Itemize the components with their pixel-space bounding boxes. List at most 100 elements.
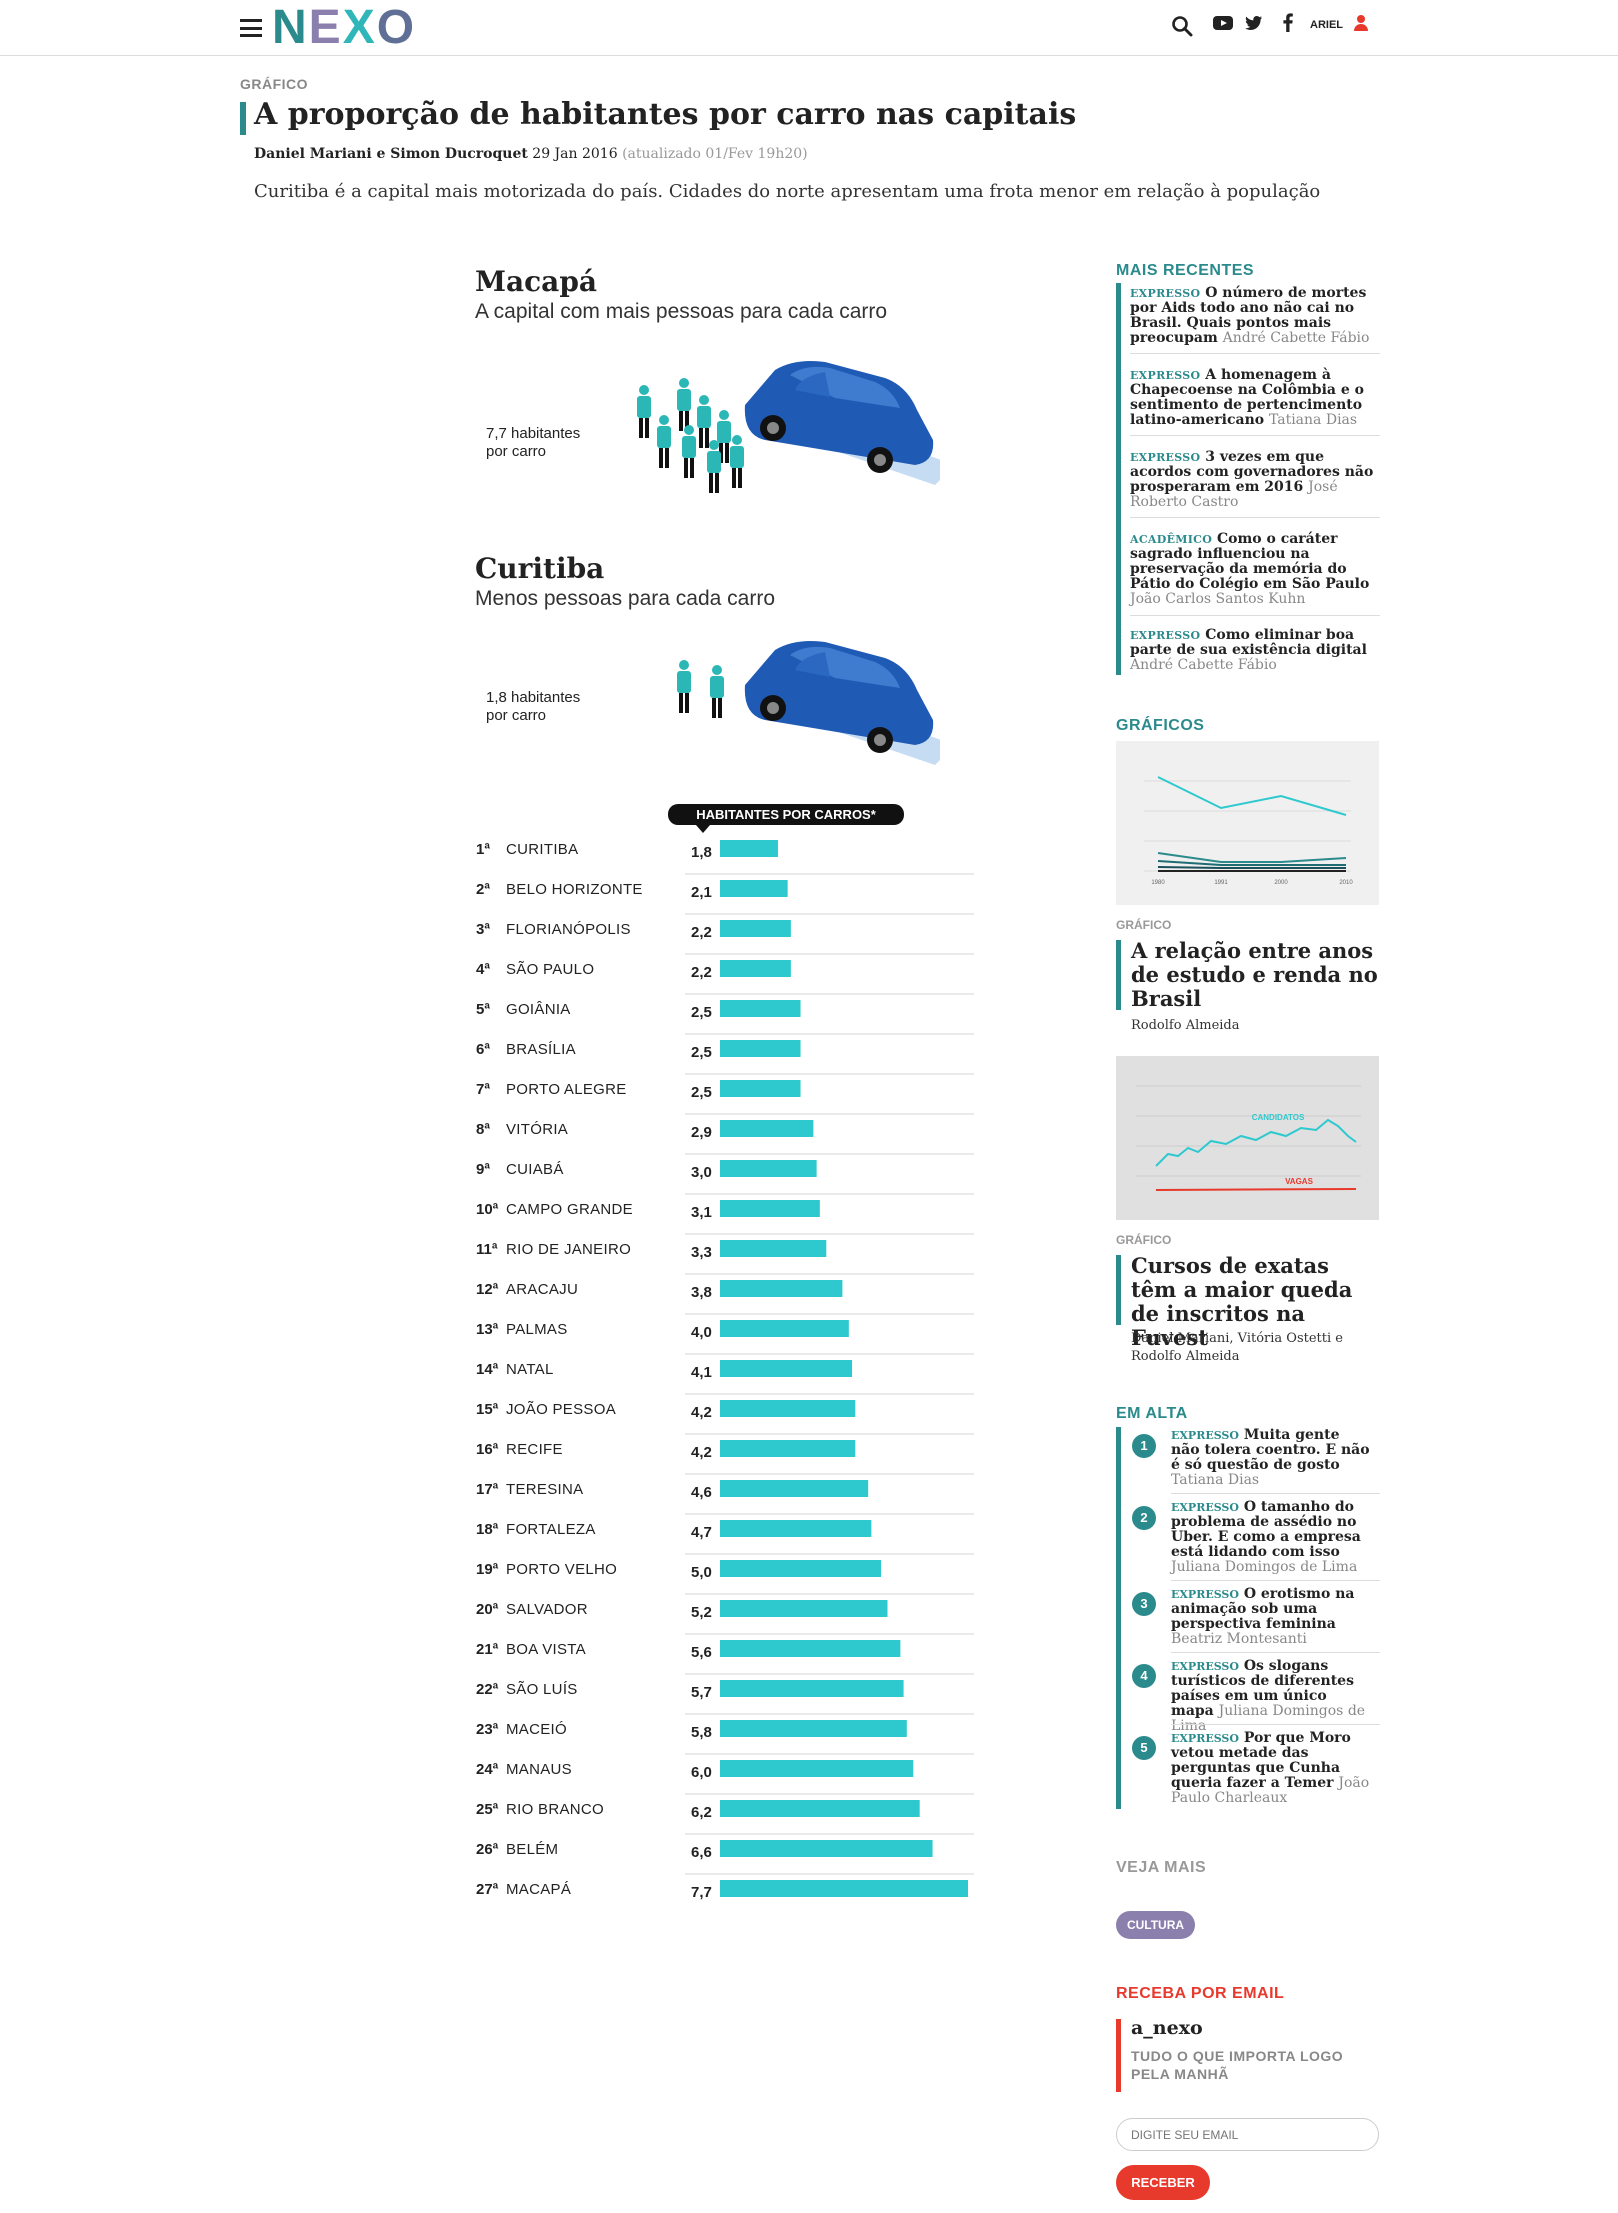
recent-item[interactable]: EXPRESSO Como eliminar boa parte de sua … [1130, 628, 1380, 673]
search-icon[interactable] [1171, 15, 1193, 37]
item-title: Muita gente não tolera coentro. E não é … [1171, 1427, 1370, 1473]
trending-item[interactable]: EXPRESSO Muita gente não tolera coentro.… [1171, 1428, 1371, 1488]
trending-number: 1 [1132, 1434, 1156, 1458]
trending-item[interactable]: EXPRESSO Os slogans turísticos de difere… [1171, 1659, 1371, 1734]
title-accent-bar [240, 102, 246, 135]
chart-bar [720, 1000, 801, 1017]
recent-item[interactable]: ACADÊMICO Como o caráter sagrado influen… [1130, 532, 1380, 607]
chart-value-label: 2,5 [691, 1004, 712, 1021]
chart-category-label: SÃO LUÍS [506, 1681, 578, 1698]
chart-category-label: NATAL [506, 1361, 554, 1378]
trending-number: 4 [1132, 1664, 1156, 1688]
chart-rank-label: 22ª [476, 1681, 499, 1698]
bar-chart: HABITANTES POR CARROS* 1ª CURITIBA 1,8 2ª BE… [476, 804, 974, 1901]
top-stat-line: por carro [486, 443, 547, 460]
item-title: Por que Moro vetou metade das perguntas … [1171, 1730, 1351, 1791]
trending-item[interactable]: EXPRESSO O erotismo na animação sob uma … [1171, 1587, 1371, 1647]
trending-accent-bar [1116, 1427, 1121, 1809]
twitter-icon[interactable] [1245, 15, 1263, 31]
divider [1130, 615, 1380, 616]
byline-authors[interactable]: Daniel Mariani e Simon Ducroquet [254, 146, 528, 162]
chart-category-label: FLORIANÓPOLIS [506, 921, 631, 938]
facebook-icon[interactable] [1283, 13, 1293, 32]
chart-category-label: FORTALEZA [506, 1521, 596, 1538]
item-title: Os slogans turísticos de diferentes país… [1171, 1658, 1354, 1719]
chart-value-label: 1,8 [691, 844, 712, 861]
chart-bar [720, 1880, 968, 1897]
bottom-city-desc: Menos pessoas para cada carro [475, 587, 775, 610]
chart-rank-label: 8ª [476, 1121, 490, 1138]
card-title[interactable]: A relação entre anos de estudo e renda n… [1131, 938, 1378, 1011]
chart-bar [720, 1840, 933, 1857]
chart-value-label: 6,0 [691, 1764, 712, 1781]
chart-value-label: 3,0 [691, 1164, 712, 1181]
chart-bar [720, 1720, 907, 1737]
subscribe-button[interactable]: RECEBER [1116, 2165, 1210, 2200]
item-tag: EXPRESSO [1171, 1660, 1239, 1673]
chart-value-label: 2,5 [691, 1044, 712, 1061]
chart-bar [720, 1800, 920, 1817]
trending-number: 2 [1132, 1506, 1156, 1530]
email-field[interactable] [1116, 2118, 1379, 2151]
divider [1130, 517, 1380, 518]
logo[interactable]: NEXO [272, 2, 416, 54]
item-tag: EXPRESSO [1130, 369, 1201, 382]
chart-bar [720, 960, 791, 977]
chart-value-label: 2,9 [691, 1124, 712, 1141]
chart-bar [720, 880, 788, 897]
top-stat-line: 7,7 habitantes [486, 425, 581, 442]
chart-header: HABITANTES POR CARROS* [668, 804, 904, 833]
chart-rank-label: 17ª [476, 1481, 499, 1498]
bottom-stat-line: por carro [486, 707, 547, 724]
divider [1171, 1652, 1380, 1653]
chart-rank-label: 24ª [476, 1761, 499, 1778]
user-name[interactable]: ARIEL [1310, 19, 1343, 31]
bottom-stat: 1,8 habitantes por carro [486, 689, 580, 725]
card-title[interactable]: Cursos de exatas têm a maior queda de in… [1131, 1253, 1353, 1350]
logo-letter: X [342, 1, 377, 54]
chart-bar [720, 1400, 856, 1417]
thumb-series-label: CANDIDATOS [1252, 1113, 1305, 1122]
chart-value-label: 2,2 [691, 964, 712, 981]
divider [1171, 1580, 1380, 1581]
trending-number: 3 [1132, 1592, 1156, 1616]
chart-rank-label: 6ª [476, 1041, 490, 1058]
chart-bar [720, 840, 778, 857]
item-tag: ACADÊMICO [1130, 533, 1213, 546]
menu-icon[interactable] [240, 19, 262, 37]
top-stat: 7,7 habitantes por carro [486, 425, 580, 461]
item-title: O erotismo na animação sob uma perspecti… [1171, 1586, 1355, 1632]
macapa-illustration [637, 361, 940, 493]
trending-item[interactable]: EXPRESSO O tamanho do problema de assédi… [1171, 1500, 1371, 1575]
chart-value-label: 3,8 [691, 1284, 712, 1301]
chart-category-label: TERESINA [506, 1481, 583, 1498]
thumb-tick: 1980 [1151, 880, 1165, 886]
youtube-icon[interactable] [1213, 15, 1233, 31]
chart-rank-label: 19ª [476, 1561, 499, 1578]
chart-value-label: 4,1 [691, 1364, 712, 1381]
card-accent-bar [1116, 940, 1121, 1010]
chart-thumbnail[interactable]: CANDIDATOS VAGAS [1116, 1056, 1379, 1220]
chart-thumbnail[interactable]: 1980 1991 2000 2010 [1116, 741, 1379, 905]
item-title: Como eliminar boa parte de sua existênci… [1130, 627, 1367, 658]
chart-value-label: 2,2 [691, 924, 712, 941]
trending-item[interactable]: EXPRESSO Por que Moro vetou metade das p… [1171, 1731, 1371, 1806]
recent-item[interactable]: EXPRESSO A homenagem à Chapecoense na Co… [1130, 368, 1380, 428]
logo-letter: O [376, 1, 417, 54]
chart-rank-label: 10ª [476, 1201, 499, 1218]
top-bar [0, 0, 1618, 56]
item-author: Tatiana Dias [1268, 412, 1358, 428]
recent-item[interactable]: EXPRESSO O número de mortes por Aids tod… [1130, 286, 1380, 346]
item-author: Tatiana Dias [1171, 1472, 1260, 1488]
chart-value-label: 6,2 [691, 1804, 712, 1821]
byline: Daniel Mariani e Simon Ducroquet 29 Jan … [254, 146, 808, 162]
recent-item[interactable]: EXPRESSO 3 vezes em que acordos com gove… [1130, 450, 1380, 510]
chart-category-label: VITÓRIA [506, 1121, 568, 1138]
user-icon[interactable] [1354, 14, 1368, 32]
tag-cultura-button[interactable]: CULTURA [1116, 1911, 1195, 1939]
chart-rank-label: 9ª [476, 1161, 490, 1178]
divider [1130, 353, 1380, 354]
thumb-tick: 2000 [1274, 880, 1288, 886]
chart-category-label: RECIFE [506, 1441, 563, 1458]
byline-date: 29 Jan 2016 [532, 146, 618, 162]
